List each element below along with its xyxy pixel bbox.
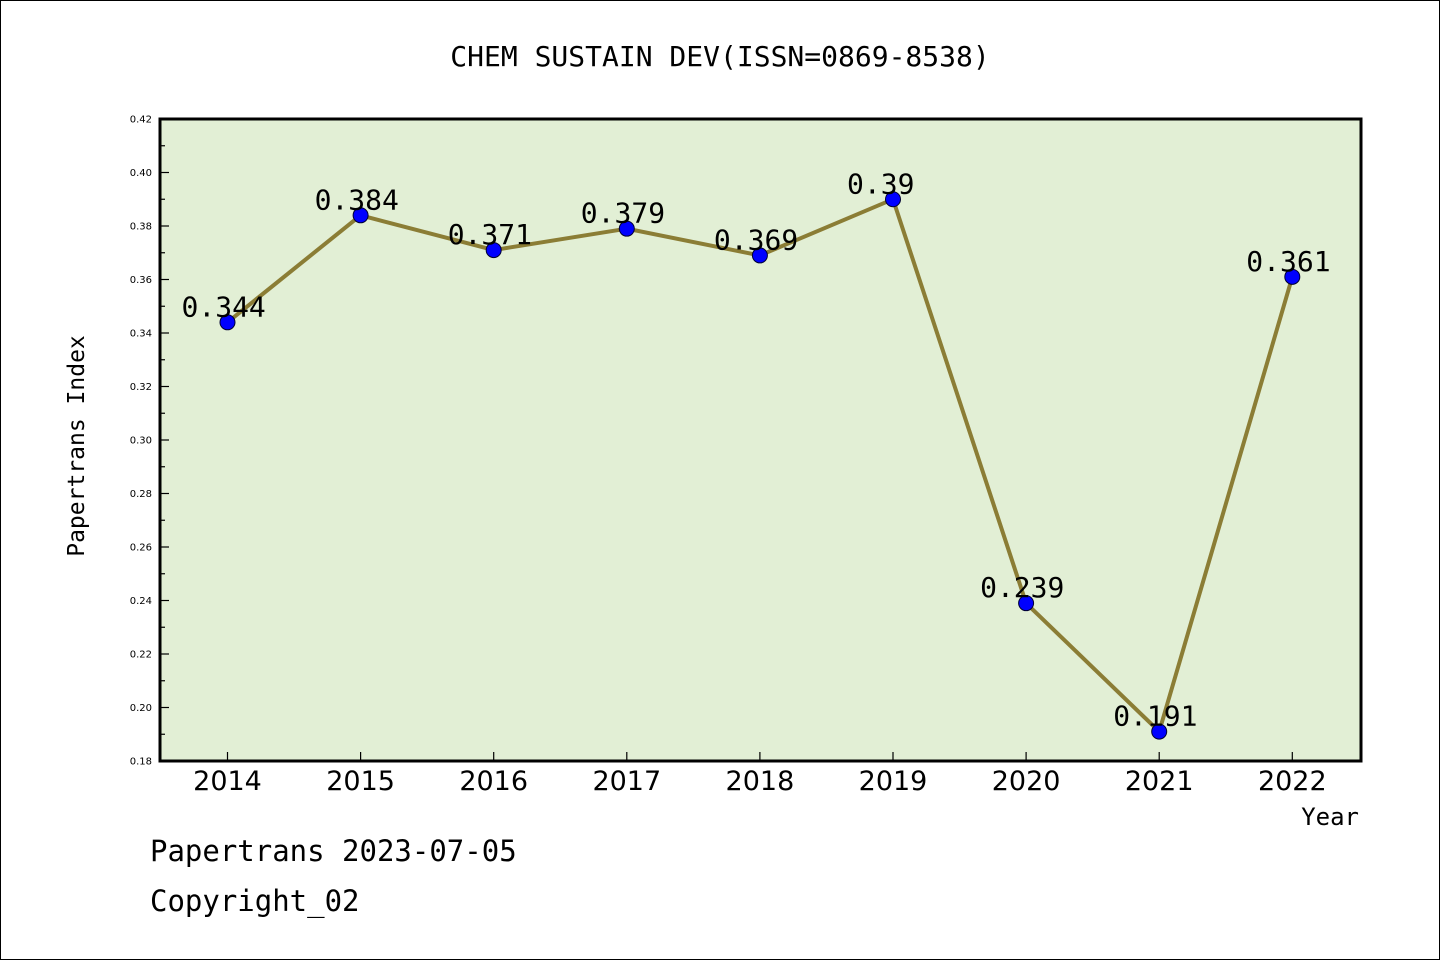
y-tick-label: 0.22 bbox=[130, 650, 152, 661]
data-point bbox=[751, 247, 768, 264]
x-tick-label: 2016 bbox=[459, 766, 528, 797]
x-tick-label: 2015 bbox=[326, 766, 395, 797]
x-tick-label: 2019 bbox=[859, 766, 928, 797]
y-tick-label: 0.40 bbox=[130, 168, 152, 179]
footer-date-text: Papertrans 2023-07-05 bbox=[150, 834, 517, 868]
y-tick-label: 0.18 bbox=[130, 757, 152, 768]
data-point bbox=[618, 220, 635, 237]
x-tick-label: 2020 bbox=[992, 766, 1061, 797]
data-label: 0.344 bbox=[182, 290, 266, 323]
x-tick-label: 2022 bbox=[1258, 766, 1327, 797]
y-axis: 0.18 0.20 0.22 0.24 0.26 0.28 0.30 0.32 0.34 0.36… bbox=[130, 115, 169, 768]
data-point bbox=[219, 314, 236, 331]
y-axis-label: Papertrans Index bbox=[64, 335, 90, 557]
data-label: 0.39 bbox=[847, 167, 914, 200]
x-axis: 2014 2015 2016 2017 2018 2019 2020 2021 2022 bbox=[193, 752, 1327, 797]
y-tick-label: 0.42 bbox=[130, 115, 152, 126]
y-tick-label: 0.30 bbox=[130, 436, 152, 447]
y-tick-label: 0.38 bbox=[130, 222, 152, 233]
data-label: 0.369 bbox=[714, 223, 798, 256]
y-tick-label: 0.24 bbox=[130, 596, 152, 607]
footer-copyright-text: Copyright_02 bbox=[150, 884, 360, 918]
data-label: 0.191 bbox=[1113, 700, 1197, 733]
x-axis-label: Year bbox=[1301, 803, 1359, 831]
plot-area bbox=[158, 117, 1363, 763]
data-label: 0.384 bbox=[315, 183, 399, 216]
y-tick-label: 0.20 bbox=[130, 703, 152, 714]
x-tick-label: 2018 bbox=[726, 766, 795, 797]
chart-title: CHEM SUSTAIN DEV(ISSN=0869-8538) bbox=[450, 40, 989, 73]
data-label: 0.239 bbox=[980, 571, 1064, 604]
y-tick-label: 0.28 bbox=[130, 489, 152, 500]
x-tick-label: 2021 bbox=[1125, 766, 1194, 797]
data-point bbox=[485, 242, 502, 259]
y-tick-label: 0.34 bbox=[130, 329, 152, 340]
x-tick-label: 2017 bbox=[592, 766, 661, 797]
data-point bbox=[885, 191, 901, 208]
y-tick-label: 0.32 bbox=[130, 382, 152, 393]
x-tick-label: 2014 bbox=[193, 766, 262, 797]
data-point bbox=[1018, 595, 1035, 612]
data-point bbox=[1284, 268, 1301, 285]
data-point bbox=[1151, 723, 1168, 740]
y-tick-label: 0.36 bbox=[130, 275, 152, 286]
y-tick-label: 0.26 bbox=[130, 543, 152, 554]
data-label: 0.371 bbox=[448, 218, 532, 251]
data-label: 0.361 bbox=[1246, 245, 1330, 278]
data-point bbox=[352, 207, 369, 224]
data-markers bbox=[219, 191, 1301, 740]
data-label: 0.379 bbox=[581, 197, 665, 230]
data-labels: 0.344 0.384 0.371 0.379 0.369 0.39 0.239 0.191 0… bbox=[182, 167, 1331, 732]
